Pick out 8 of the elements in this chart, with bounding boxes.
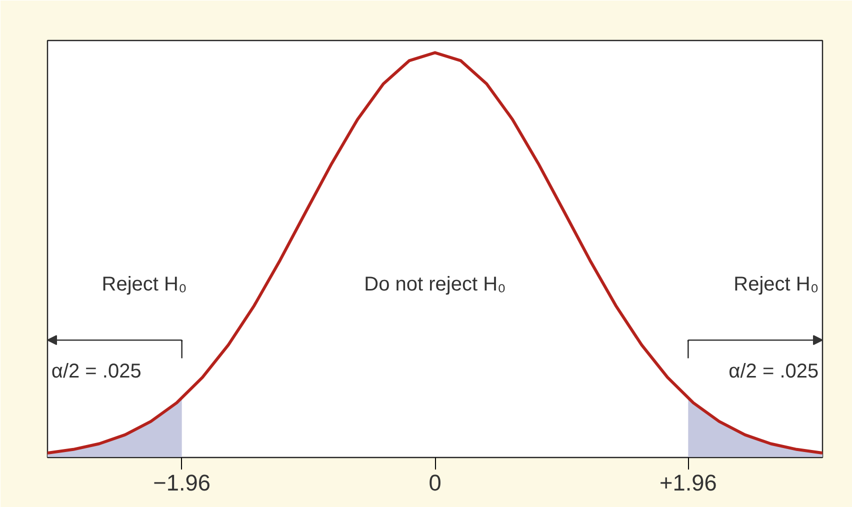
annotation: Reject H₀ xyxy=(102,274,187,296)
annotation: α/2 = .025 xyxy=(728,360,819,383)
annotation: Do not reject H₀ xyxy=(364,274,506,296)
x-tick-label: 0 xyxy=(428,470,442,496)
annotation: α/2 = .025 xyxy=(51,360,142,383)
x-tick-label: +1.96 xyxy=(660,470,717,496)
x-tick-label: −1.96 xyxy=(153,470,210,496)
annotation: Reject H₀ xyxy=(734,274,819,296)
